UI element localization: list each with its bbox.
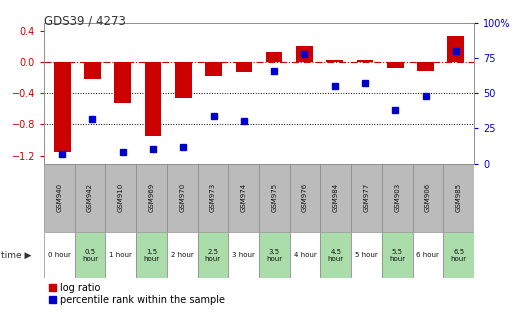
Bar: [351, 164, 382, 232]
Bar: [136, 164, 167, 232]
Bar: [84, 62, 101, 79]
Text: GSM974: GSM974: [241, 183, 247, 213]
Text: GSM906: GSM906: [425, 183, 431, 213]
Bar: [44, 164, 75, 232]
Text: 3.5
hour: 3.5 hour: [266, 249, 282, 262]
Bar: [448, 36, 464, 62]
Bar: [197, 164, 228, 232]
Bar: [197, 232, 228, 278]
Text: GDS39 / 4273: GDS39 / 4273: [44, 15, 126, 28]
Text: GSM977: GSM977: [364, 183, 369, 213]
Text: 3 hour: 3 hour: [232, 252, 255, 258]
Text: 0 hour: 0 hour: [48, 252, 71, 258]
Text: GSM976: GSM976: [302, 183, 308, 213]
Bar: [326, 60, 343, 62]
Text: GSM942: GSM942: [87, 183, 93, 212]
Text: 2 hour: 2 hour: [171, 252, 194, 258]
Text: 5.5
hour: 5.5 hour: [389, 249, 405, 262]
Bar: [259, 232, 290, 278]
Text: 2.5
hour: 2.5 hour: [205, 249, 221, 262]
Bar: [357, 60, 373, 62]
Text: GSM984: GSM984: [333, 183, 339, 213]
Text: GSM970: GSM970: [179, 183, 185, 213]
Text: 4 hour: 4 hour: [294, 252, 316, 258]
Text: 1 hour: 1 hour: [109, 252, 132, 258]
Bar: [412, 232, 443, 278]
Text: 6.5
hour: 6.5 hour: [451, 249, 467, 262]
Text: GSM973: GSM973: [210, 183, 216, 213]
Bar: [106, 164, 136, 232]
Bar: [259, 164, 290, 232]
Bar: [228, 164, 259, 232]
Bar: [290, 164, 321, 232]
Bar: [443, 232, 474, 278]
Legend: log ratio, percentile rank within the sample: log ratio, percentile rank within the sa…: [49, 283, 225, 305]
Bar: [290, 232, 321, 278]
Bar: [167, 232, 197, 278]
Bar: [296, 45, 313, 62]
Bar: [412, 164, 443, 232]
Bar: [44, 232, 75, 278]
Text: GSM985: GSM985: [456, 183, 462, 213]
Bar: [175, 62, 192, 98]
Bar: [228, 232, 259, 278]
Text: time ▶: time ▶: [1, 250, 31, 260]
Bar: [136, 232, 167, 278]
Text: 1.5
hour: 1.5 hour: [143, 249, 160, 262]
Text: GSM910: GSM910: [118, 183, 124, 213]
Text: 5 hour: 5 hour: [355, 252, 378, 258]
Bar: [382, 164, 412, 232]
Bar: [266, 52, 282, 62]
Bar: [54, 62, 70, 152]
Bar: [236, 62, 252, 72]
Bar: [387, 62, 404, 68]
Bar: [75, 164, 106, 232]
Bar: [145, 62, 161, 136]
Text: 4.5
hour: 4.5 hour: [328, 249, 344, 262]
Bar: [417, 62, 434, 71]
Text: 6 hour: 6 hour: [416, 252, 439, 258]
Bar: [75, 232, 106, 278]
Bar: [205, 62, 222, 76]
Bar: [106, 232, 136, 278]
Text: GSM969: GSM969: [149, 183, 154, 213]
Text: 0.5
hour: 0.5 hour: [82, 249, 98, 262]
Bar: [443, 164, 474, 232]
Text: GSM903: GSM903: [394, 183, 400, 213]
Text: GSM940: GSM940: [56, 183, 62, 213]
Text: GSM975: GSM975: [271, 183, 277, 213]
Bar: [114, 62, 131, 103]
Bar: [167, 164, 197, 232]
Bar: [321, 232, 351, 278]
Bar: [321, 164, 351, 232]
Bar: [382, 232, 412, 278]
Bar: [351, 232, 382, 278]
